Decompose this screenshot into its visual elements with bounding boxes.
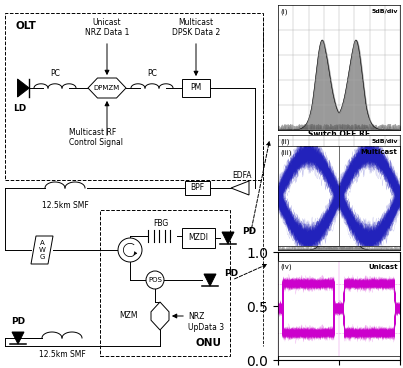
Text: PC: PC bbox=[50, 70, 60, 78]
Text: 5dB/div: 5dB/div bbox=[371, 9, 398, 14]
Polygon shape bbox=[231, 181, 249, 195]
Text: FBG: FBG bbox=[154, 219, 168, 229]
Text: BPF: BPF bbox=[191, 184, 205, 192]
Polygon shape bbox=[222, 232, 234, 244]
Text: (iv): (iv) bbox=[280, 264, 292, 270]
Text: PD: PD bbox=[11, 317, 25, 326]
Polygon shape bbox=[31, 236, 53, 264]
Text: PD: PD bbox=[224, 269, 238, 279]
Text: NRZ
UpData 3: NRZ UpData 3 bbox=[188, 312, 224, 332]
Text: Switch ON RF: Switch ON RF bbox=[310, 8, 368, 17]
Text: LD: LD bbox=[13, 104, 27, 113]
Bar bbox=[185, 181, 210, 195]
Text: Multicast: Multicast bbox=[361, 149, 398, 155]
Polygon shape bbox=[12, 332, 24, 344]
Text: PD: PD bbox=[242, 227, 256, 237]
Text: (ii): (ii) bbox=[280, 138, 290, 145]
Bar bbox=[182, 79, 210, 97]
Text: Multicast RF
Control Signal: Multicast RF Control Signal bbox=[69, 128, 123, 148]
Text: Unicast: Unicast bbox=[368, 264, 398, 270]
Text: EDFA: EDFA bbox=[232, 171, 252, 180]
Circle shape bbox=[146, 271, 164, 289]
Text: ONU: ONU bbox=[196, 338, 222, 348]
Text: MZDI: MZDI bbox=[189, 234, 208, 243]
Text: Switch OFF RF: Switch OFF RF bbox=[308, 130, 370, 139]
Text: 12.5km SMF: 12.5km SMF bbox=[39, 350, 85, 359]
Text: (iii): (iii) bbox=[280, 149, 292, 156]
Bar bbox=[182, 228, 215, 248]
Text: PC: PC bbox=[147, 70, 157, 78]
Text: Control Signal: Control Signal bbox=[308, 17, 370, 26]
Text: Unicast
NRZ Data 1: Unicast NRZ Data 1 bbox=[85, 18, 129, 38]
Text: MZM: MZM bbox=[120, 311, 138, 321]
Text: (i): (i) bbox=[280, 9, 288, 15]
Text: POS: POS bbox=[148, 277, 162, 283]
Polygon shape bbox=[88, 78, 126, 98]
Bar bbox=[100, 210, 230, 356]
Text: 12.5km SMF: 12.5km SMF bbox=[42, 201, 88, 210]
Polygon shape bbox=[204, 274, 216, 286]
Polygon shape bbox=[151, 302, 169, 330]
Text: Control Signal: Control Signal bbox=[308, 139, 370, 148]
Text: OLT: OLT bbox=[15, 21, 36, 31]
Text: PM: PM bbox=[190, 84, 202, 92]
Text: DPMZM: DPMZM bbox=[94, 85, 120, 91]
Bar bbox=[5, 13, 263, 180]
Text: A
W
G: A W G bbox=[39, 240, 46, 260]
Circle shape bbox=[118, 238, 142, 262]
Text: 5dB/div: 5dB/div bbox=[371, 138, 398, 144]
Polygon shape bbox=[17, 79, 29, 97]
Text: Multicast
DPSK Data 2: Multicast DPSK Data 2 bbox=[172, 18, 220, 38]
